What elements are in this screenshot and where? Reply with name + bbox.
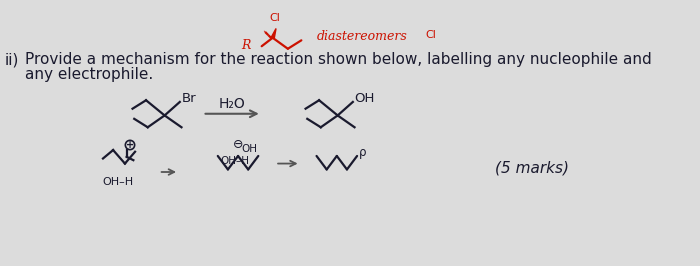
Text: ρ: ρ: [359, 146, 366, 159]
Text: OH: OH: [354, 92, 375, 105]
Text: OH–H: OH–H: [103, 177, 134, 187]
Text: ⊖: ⊖: [233, 138, 244, 151]
Text: (5 marks): (5 marks): [495, 160, 569, 175]
Text: Cl: Cl: [270, 14, 281, 23]
Text: Provide a mechanism for the reaction shown below, labelling any nucleophile and: Provide a mechanism for the reaction sho…: [25, 52, 652, 67]
Text: +: +: [126, 140, 134, 150]
Text: R: R: [241, 39, 251, 52]
Text: diastereomers: diastereomers: [316, 30, 407, 43]
Polygon shape: [271, 28, 276, 38]
Text: Br: Br: [181, 92, 196, 105]
Text: H₂O: H₂O: [219, 97, 246, 111]
Text: any electrophile.: any electrophile.: [25, 67, 153, 82]
Text: OH–H: OH–H: [220, 156, 249, 166]
Text: OH: OH: [241, 144, 258, 154]
Text: ii): ii): [4, 52, 19, 67]
Text: Cl: Cl: [425, 30, 436, 40]
